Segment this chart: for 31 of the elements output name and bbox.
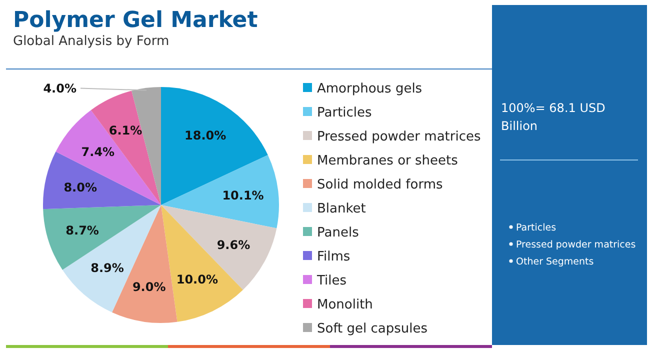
legend-label: Films xyxy=(317,250,350,265)
legend-label: Monolith xyxy=(317,298,373,313)
legend-label: Soft gel capsules xyxy=(317,322,428,337)
data-label: 10.1% xyxy=(222,188,264,202)
legend-label: Tiles xyxy=(316,274,347,289)
chart-subtitle: Global Analysis by Form xyxy=(13,34,170,49)
data-label: 8.9% xyxy=(90,260,124,275)
text: Pressed powder matrices xyxy=(516,239,636,250)
data-label: 7.4% xyxy=(81,144,115,159)
text: Other Segments xyxy=(516,256,594,268)
data-label: 8.0% xyxy=(64,180,97,194)
text: Particles xyxy=(516,222,556,234)
pie-slice xyxy=(56,110,161,205)
data-label: 10.0% xyxy=(176,272,218,286)
legend-label: Solid molded forms xyxy=(317,178,443,193)
text: 100%= 68.1 USD Billion xyxy=(501,101,606,133)
legend-label: Blanket xyxy=(317,202,366,217)
legend-label: Membranes or sheets xyxy=(317,154,458,169)
legend-label: Pressed powder matrices xyxy=(317,130,481,145)
chart-title: Polymer Gel Market xyxy=(13,8,258,33)
legend-label: Panels xyxy=(317,226,360,241)
data-label: 4.0% xyxy=(43,81,76,96)
data-label: 9.6% xyxy=(216,238,250,252)
legend-label: Amorphous gels xyxy=(317,82,422,97)
data-label: 18.0% xyxy=(184,128,226,143)
data-label: 8.7% xyxy=(66,223,99,238)
pie-slice xyxy=(161,155,279,228)
legend-label: Particles xyxy=(317,106,372,121)
data-label: 9.0% xyxy=(132,280,166,294)
data-label: 6.1% xyxy=(108,124,142,138)
pie-slice xyxy=(161,87,268,205)
